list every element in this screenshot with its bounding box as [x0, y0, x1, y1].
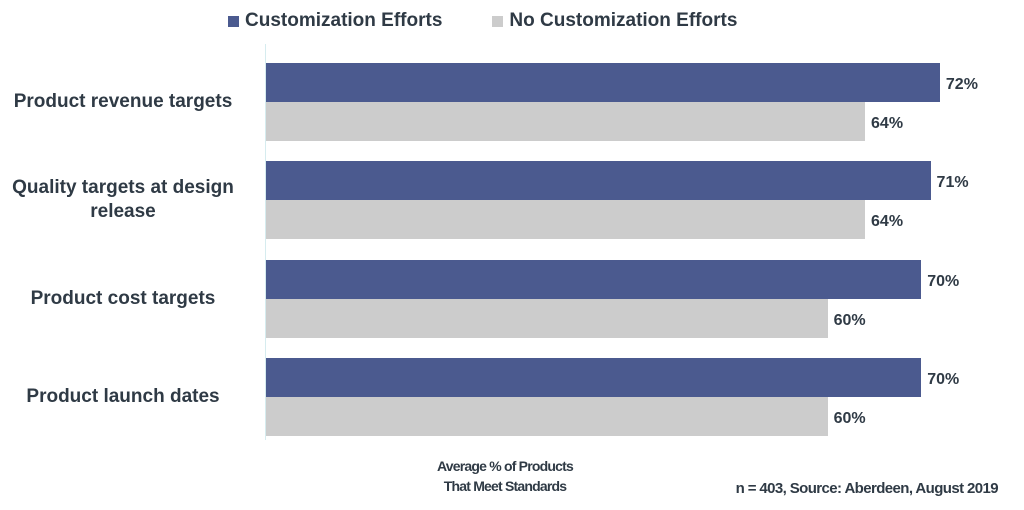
- bar-no-customization: [266, 102, 866, 141]
- data-label: 70%: [927, 272, 960, 290]
- data-label: 64%: [871, 212, 904, 230]
- x-axis-label-line: Average % of Products: [437, 458, 574, 474]
- bar-no-customization: [266, 200, 866, 239]
- bar-no-customization: [266, 299, 828, 338]
- legend-item-customization: Customization Efforts: [228, 10, 442, 32]
- category-label: Product launch dates: [26, 386, 220, 407]
- data-label: 60%: [833, 409, 866, 427]
- legend-label: Customization Efforts: [245, 10, 443, 31]
- category-label: Quality targets at design release: [12, 177, 234, 222]
- data-label: 64%: [871, 114, 904, 132]
- legend: Customization Efforts No Customization E…: [228, 10, 787, 32]
- x-axis-label: Average % of Products That Meet Standard…: [380, 456, 630, 496]
- bar-customization: [266, 63, 940, 102]
- data-label: 70%: [927, 370, 960, 388]
- source-note: n = 403, Source: Aberdeen, August 2019: [735, 480, 999, 497]
- bar-customization: [266, 358, 922, 397]
- category-label: Product revenue targets: [13, 91, 233, 112]
- x-axis-label-line: That Meet Standards: [443, 478, 567, 494]
- legend-swatch: [228, 15, 239, 27]
- bar-customization: [266, 260, 922, 299]
- legend-label: No Customization Efforts: [509, 10, 738, 31]
- data-label: 71%: [936, 173, 969, 191]
- legend-item-no-customization: No Customization Efforts: [492, 10, 737, 32]
- bar-customization: [266, 161, 931, 200]
- data-label: 60%: [833, 311, 866, 329]
- bar-no-customization: [266, 397, 828, 436]
- legend-swatch: [492, 15, 504, 27]
- category-label: Product cost targets: [30, 288, 216, 309]
- data-label: 72%: [945, 75, 978, 93]
- category-axis-line: [265, 44, 266, 440]
